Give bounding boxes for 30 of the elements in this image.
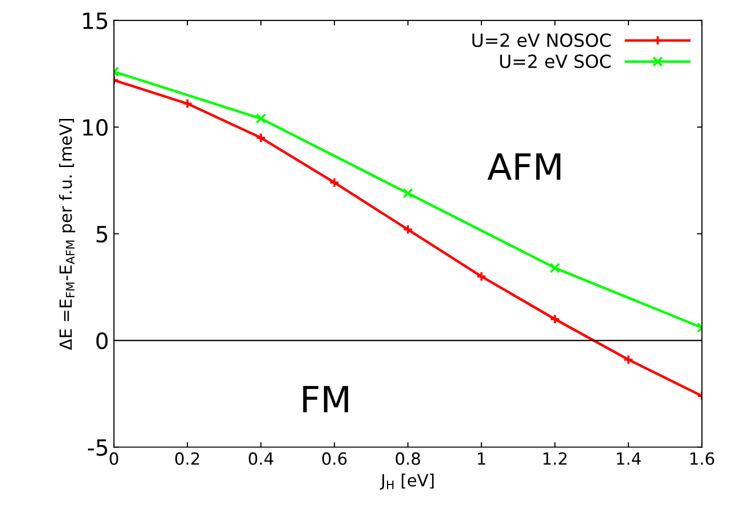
legend-label: U=2 eV SOC (500, 54, 611, 68)
point (550, 262, 560, 274)
annotation: FM (303, 386, 348, 412)
point (256, 132, 266, 143)
x-tick-label: 0.8 (396, 452, 420, 465)
x-tick-label: 0.4 (248, 452, 274, 465)
x-tick-label: 0.6 (322, 452, 347, 465)
y-tick-label: 15 (83, 12, 108, 30)
legend-label: U=2 eV NOSOC (472, 33, 611, 48)
point (182, 98, 193, 109)
point (550, 314, 560, 324)
x-tick-label: 0 (110, 452, 118, 465)
point (329, 177, 340, 188)
point (256, 113, 266, 124)
x-tick-label: 1.6 (690, 452, 714, 465)
annotation: AFM (487, 153, 560, 180)
x-tick-label: 0.2 (175, 452, 200, 465)
y-tick-label: 10 (83, 119, 108, 136)
point (623, 354, 634, 365)
x-tick-label: 1 (478, 452, 486, 465)
y-axis-title: ΔE =E$_{FM}$-E$_{AFM}$ per f.u. [meV] (59, 119, 76, 350)
x-tick-label: 1.2 (544, 452, 567, 465)
y-tick-label: 0 (96, 332, 108, 350)
point (476, 271, 487, 282)
y-tick-label: 5 (96, 226, 108, 243)
x-tick-label: 1.4 (617, 452, 641, 465)
x-axis-title: J$_{H}$ [eV] (380, 474, 434, 490)
point (402, 188, 414, 198)
point (402, 224, 414, 235)
y-tick-label: -5 (88, 439, 108, 456)
